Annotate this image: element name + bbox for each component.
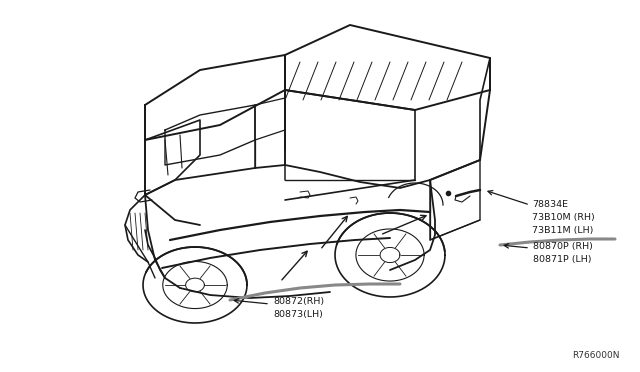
Text: 80872(RH): 80872(RH) xyxy=(273,297,324,306)
Text: 80873(LH): 80873(LH) xyxy=(273,310,323,319)
Text: 80871P (LH): 80871P (LH) xyxy=(533,255,591,264)
Text: 78834E: 78834E xyxy=(532,200,568,209)
Text: 73B10M (RH): 73B10M (RH) xyxy=(532,213,595,222)
Text: 80870P (RH): 80870P (RH) xyxy=(533,242,593,251)
Text: R766000N: R766000N xyxy=(573,351,620,360)
Text: 73B11M (LH): 73B11M (LH) xyxy=(532,226,593,235)
